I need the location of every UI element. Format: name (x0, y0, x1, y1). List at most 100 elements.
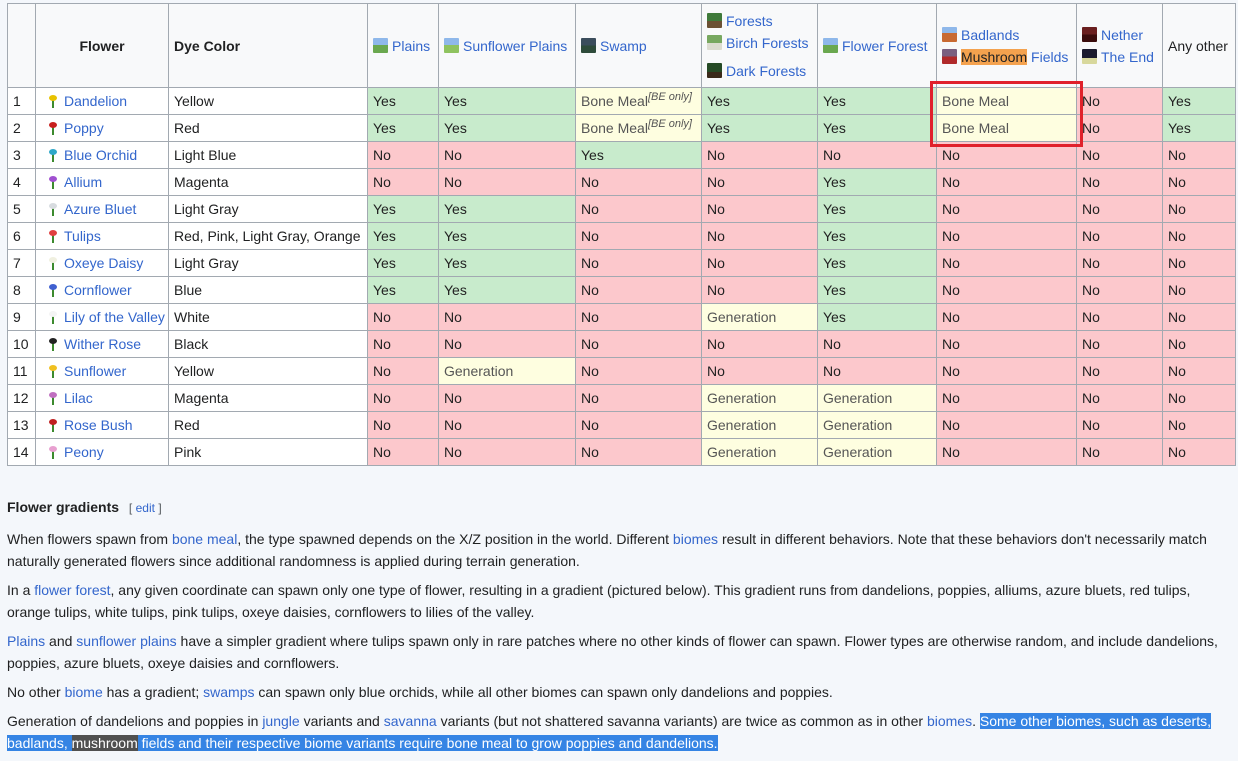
availability-value: No (1082, 120, 1100, 136)
biomes-text-link[interactable]: biomes (926, 713, 973, 729)
flower-link[interactable]: Wither Rose (64, 336, 142, 352)
availability-value: No (1082, 282, 1100, 298)
flower-link[interactable]: Sunflower (64, 363, 127, 379)
availability-cell-nether-end: No (1076, 195, 1163, 223)
availability-cell-forests: Generation (701, 384, 818, 412)
forests-link[interactable]: Forests (726, 12, 773, 29)
flower-forest-link[interactable]: Flower Forest (842, 37, 928, 54)
availability-cell-plains: No (367, 141, 439, 169)
availability-value: Yes (707, 120, 730, 136)
availability-value: Bone Meal (581, 120, 648, 136)
availability-value: No (444, 309, 462, 325)
flower-forest-text-link[interactable]: flower forest (34, 582, 111, 598)
availability-value: No (373, 363, 391, 379)
plains-text-link[interactable]: Plains (7, 633, 46, 649)
row-number: 13 (7, 411, 36, 439)
dye-color-cell: Magenta (168, 384, 368, 412)
flower-link[interactable]: Tulips (64, 228, 101, 244)
dye-color-cell: Blue (168, 276, 368, 304)
edit-link[interactable]: edit (135, 501, 155, 515)
table-row: 14 Peony Pink No No No Generation Generation No N… (7, 438, 1236, 466)
savanna-link[interactable]: savanna (383, 713, 437, 729)
availability-cell-badlands-mushroom: Bone Meal (936, 114, 1077, 142)
jungle-link[interactable]: jungle (262, 713, 300, 729)
availability-cell-forests: No (701, 276, 818, 304)
availability-value: Generation (823, 417, 893, 433)
bone-meal-link[interactable]: bone meal (171, 531, 238, 547)
biome-link[interactable]: biome (64, 684, 103, 700)
availability-cell-nether-end: No (1076, 222, 1163, 250)
availability-value: Generation (823, 444, 893, 460)
nether-link[interactable]: Nether (1101, 26, 1144, 43)
availability-value: No (942, 282, 960, 298)
flower-link[interactable]: Cornflower (64, 282, 132, 298)
availability-cell-nether-end: No (1076, 384, 1163, 412)
dark-forests-link[interactable]: Dark Forests (726, 62, 807, 79)
availability-value: Yes (823, 174, 846, 190)
flower-link[interactable]: Blue Orchid (64, 147, 138, 163)
availability-value: No (942, 444, 960, 460)
header-flower: Flower (35, 3, 169, 88)
be-only-note[interactable]: [BE only] (647, 91, 692, 103)
flower-link[interactable]: Oxeye Daisy (64, 255, 144, 271)
flower-link[interactable]: Rose Bush (64, 417, 133, 433)
availability-value: No (373, 309, 391, 325)
availability-value: No (707, 228, 725, 244)
badlands-link[interactable]: Badlands (961, 26, 1020, 43)
flower-cell: Wither Rose (35, 330, 169, 358)
availability-value: No (1082, 228, 1100, 244)
availability-cell-any-other: No (1162, 330, 1236, 358)
flower-link[interactable]: Azure Bluet (64, 201, 137, 217)
dye-color-cell: Yellow (168, 357, 368, 385)
availability-value: Yes (444, 255, 467, 271)
be-only-note[interactable]: [BE only] (647, 118, 692, 130)
availability-value: Yes (707, 93, 730, 109)
availability-cell-forests: Generation (701, 438, 818, 466)
flower-cell: Lilac (35, 384, 169, 412)
flower-cell: Azure Bluet (35, 195, 169, 223)
availability-cell-badlands-mushroom: No (936, 384, 1077, 412)
flower-link[interactable]: Peony (64, 444, 104, 460)
availability-cell-any-other: No (1162, 438, 1236, 466)
availability-cell-plains: No (367, 303, 439, 331)
availability-value: No (1168, 282, 1186, 298)
availability-value: No (444, 444, 462, 460)
flower-link[interactable]: Dandelion (64, 93, 128, 109)
availability-cell-badlands-mushroom: No (936, 168, 1077, 196)
availability-cell-plains: No (367, 357, 439, 385)
fields-link[interactable]: Fields (1031, 48, 1069, 65)
table-row: 9 Lily of the Valley White No No No Generation… (7, 303, 1236, 331)
flower-link[interactable]: Allium (64, 174, 103, 190)
availability-value: Yes (1168, 93, 1191, 109)
availability-value: No (373, 444, 391, 460)
availability-cell-badlands-mushroom: No (936, 276, 1077, 304)
availability-cell-badlands-mushroom: No (936, 249, 1077, 277)
availability-cell-swamp: No (575, 384, 702, 412)
availability-value: No (1168, 309, 1186, 325)
the-end-link[interactable]: The End (1101, 48, 1154, 65)
sunflower-plains-text-link[interactable]: sunflower plains (76, 633, 177, 649)
availability-value: Yes (373, 228, 396, 244)
biomes-link[interactable]: biomes (672, 531, 719, 547)
flower-link[interactable]: Lily of the Valley (64, 309, 165, 325)
flower-link[interactable]: Poppy (64, 120, 104, 136)
availability-value: No (707, 174, 725, 190)
dye-color-cell: Light Blue (168, 141, 368, 169)
flower-cell: Oxeye Daisy (35, 249, 169, 277)
availability-cell-swamp: No (575, 438, 702, 466)
availability-cell-any-other: No (1162, 195, 1236, 223)
availability-cell-nether-end: No (1076, 168, 1163, 196)
swamps-link[interactable]: swamps (203, 684, 255, 700)
flower-icon (47, 121, 59, 135)
flower-icon (47, 256, 59, 270)
availability-cell-badlands-mushroom: No (936, 438, 1077, 466)
sunflower-plains-link[interactable]: Sunflower Plains (463, 37, 568, 54)
flower-link[interactable]: Lilac (64, 390, 93, 406)
swamp-link[interactable]: Swamp (600, 37, 647, 54)
flower-cell: Blue Orchid (35, 141, 169, 169)
plains-link[interactable]: Plains (392, 37, 431, 54)
availability-cell-sunflower-plains: Yes (438, 195, 576, 223)
availability-cell-swamp: Yes (575, 141, 702, 169)
table-row: 8 Cornflower Blue Yes Yes No No Yes No No No (7, 276, 1236, 304)
birch-forests-link[interactable]: Birch Forests (726, 34, 809, 51)
